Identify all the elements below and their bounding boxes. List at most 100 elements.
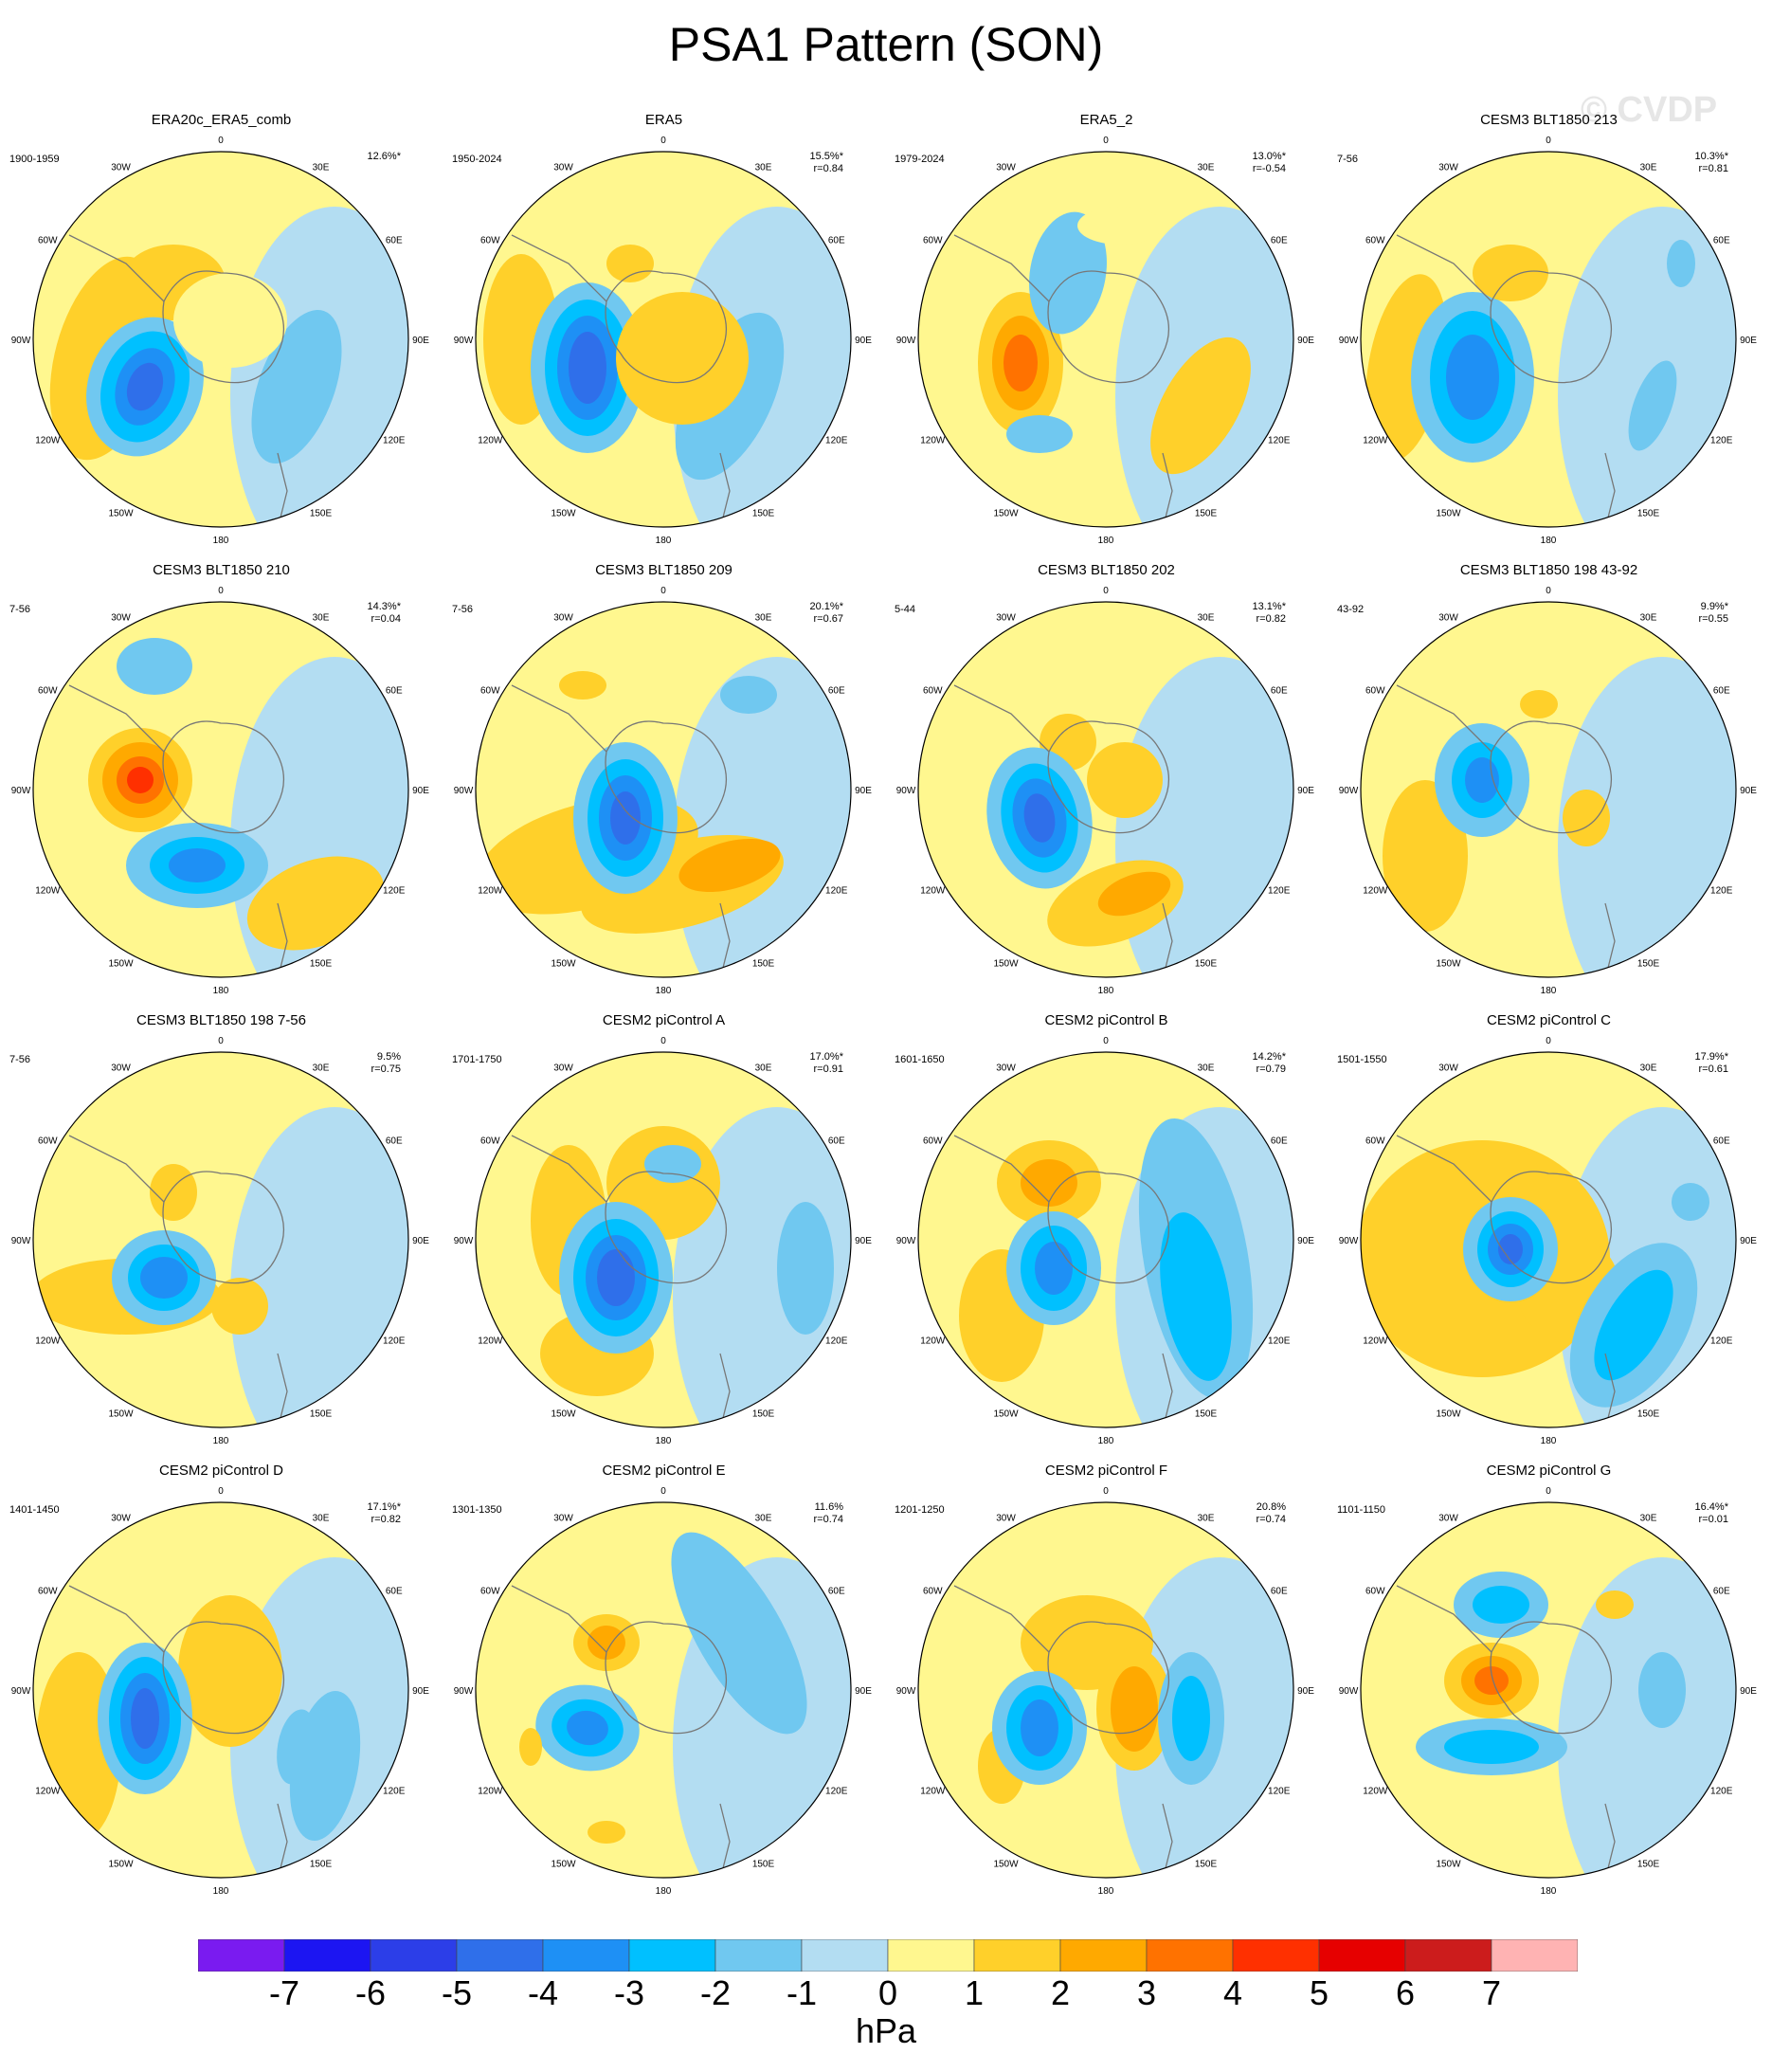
colorbar-tick-label: -3 — [613, 1973, 645, 2012]
polar-map: 0 30E 60E 90E 120E 150E 180 150W 120W 90W 60W 30W — [11, 1486, 430, 1897]
longitude-label: 180 — [1541, 1886, 1557, 1897]
longitude-label: 60E — [1271, 686, 1288, 697]
longitude-label: 120E — [383, 1787, 406, 1797]
panel-period: 1900-1959 — [9, 154, 60, 165]
anomaly-region — [1383, 780, 1468, 932]
longitude-label: 30W — [553, 162, 573, 173]
anomaly-region — [559, 671, 606, 700]
variance-explained: 12.6%* — [367, 151, 401, 162]
panel-period: 7-56 — [9, 1054, 31, 1065]
anomaly-region — [1474, 1666, 1509, 1695]
longitude-label: 150W — [1436, 959, 1461, 970]
longitude-label: 60E — [1713, 236, 1730, 246]
anomaly-region — [1444, 1730, 1539, 1764]
map-border — [32, 151, 409, 528]
longitude-label: 150E — [310, 1860, 333, 1870]
panel-variance: 17.0%* r=0.91 — [810, 1051, 843, 1076]
antarctica-coastline — [1047, 1171, 1170, 1284]
anomaly-region — [150, 1164, 197, 1221]
longitude-label: 60E — [1713, 1587, 1730, 1597]
longitude-label: 90E — [412, 336, 429, 346]
longitude-label: 60E — [1271, 236, 1288, 246]
anomaly-region — [567, 1710, 608, 1746]
pattern-correlation: r=0.74 — [1256, 1514, 1287, 1525]
colorbar-tick-label: 1 — [964, 1973, 985, 2012]
colorbar-swatch — [370, 1939, 458, 1972]
panel-period: 7-56 — [9, 604, 31, 615]
map-panel: 0 30E 60E 90E 120E 150E 180 150W 120W 90W 60W 30W CE… — [1328, 1012, 1770, 1463]
longitude-label: 0 — [218, 586, 224, 596]
panel-period: 1950-2024 — [452, 154, 502, 165]
anomaly-region — [1021, 1699, 1058, 1756]
longitude-label: 180 — [1098, 986, 1114, 996]
longitude-label: 150W — [108, 1860, 134, 1870]
longitude-label: 90W — [11, 1236, 31, 1246]
panel-title: CESM3 BLT1850 198 7-56 — [136, 1012, 306, 1028]
longitude-label: 0 — [1546, 586, 1551, 596]
longitude-label: 120W — [920, 886, 946, 897]
longitude-label: 60E — [386, 1136, 403, 1147]
longitude-label: 180 — [1098, 1436, 1114, 1446]
anomaly-region — [1150, 336, 1251, 475]
panel-title: CESM2 piControl G — [1486, 1463, 1612, 1479]
antarctica-coastline — [1490, 270, 1613, 384]
panel-period: 1979-2024 — [895, 154, 945, 165]
panel-period: 43-92 — [1337, 604, 1365, 615]
longitude-label: 30W — [1438, 1513, 1458, 1523]
longitude-label: 150E — [1637, 959, 1660, 970]
longitude-label: 60W — [923, 236, 943, 246]
pattern-correlation: r=0.04 — [371, 613, 402, 625]
variance-explained: 11.6% — [814, 1501, 843, 1513]
variance-explained: 17.9%* — [1694, 1051, 1728, 1063]
longitude-label: 150W — [551, 959, 576, 970]
longitude-label: 60E — [828, 236, 845, 246]
anomaly-region — [1498, 1234, 1523, 1264]
longitude-label: 180 — [213, 1886, 229, 1897]
longitude-label: 180 — [213, 986, 229, 996]
anomaly-region — [1596, 1590, 1634, 1619]
longitude-label: 150E — [752, 1409, 775, 1420]
map-border — [475, 151, 852, 528]
longitude-label: 90W — [11, 336, 31, 346]
longitude-label: 180 — [656, 986, 672, 996]
polar-map: 0 30E 60E 90E 120E 150E 180 150W 120W 90W 60W 30W — [1339, 1486, 1758, 1897]
longitude-label: 150E — [752, 1860, 775, 1870]
longitude-label: 150E — [1637, 509, 1660, 519]
longitude-label: 30W — [111, 1063, 131, 1073]
longitude-label: 30E — [1198, 612, 1215, 623]
panel-variance: 9.5% r=0.75 — [371, 1051, 402, 1076]
longitude-label: 60E — [1713, 1136, 1730, 1147]
longitude-label: 60W — [38, 1587, 58, 1597]
antarctica-coastline — [605, 720, 728, 834]
map-panel: 0 30E 60E 90E 120E 150E 180 150W 120W 90W 60W 30W CE… — [443, 1463, 885, 1913]
panel-title: CESM3 BLT1850 213 — [1480, 112, 1618, 128]
longitude-label: 0 — [1546, 1486, 1551, 1497]
colorbar-swatch — [542, 1939, 630, 1972]
colorbar-swatch — [1318, 1939, 1406, 1972]
panel-period: 1101-1150 — [1337, 1504, 1385, 1516]
longitude-label: 120E — [1268, 1336, 1291, 1347]
longitude-label: 180 — [1541, 1436, 1557, 1446]
anomaly-region — [1473, 1586, 1529, 1624]
anomaly-region — [1006, 415, 1073, 453]
panel-variance: 13.0%* r=-0.54 — [1253, 151, 1286, 175]
anomaly-region — [644, 1145, 701, 1183]
anomaly-region — [140, 1257, 188, 1299]
longitude-label: 60W — [480, 1587, 500, 1597]
longitude-label: 120E — [1268, 436, 1291, 446]
antarctica-coastline — [162, 720, 285, 834]
longitude-label: 30W — [996, 162, 1016, 173]
colorbar-swatch — [628, 1939, 716, 1972]
longitude-label: 30E — [1198, 162, 1215, 173]
longitude-label: 30E — [755, 162, 772, 173]
colorbar-tick-label: 4 — [1222, 1973, 1243, 2012]
longitude-label: 180 — [1098, 1886, 1114, 1897]
anomaly-region — [1077, 207, 1163, 245]
longitude-label: 60W — [480, 1136, 500, 1147]
longitude-label: 90W — [1339, 336, 1359, 346]
longitude-label: 150E — [1637, 1860, 1660, 1870]
longitude-label: 90E — [855, 1686, 872, 1697]
antarctica-coastline — [162, 270, 285, 384]
polar-map: 0 30E 60E 90E 120E 150E 180 150W 120W 90W 60W 30W — [896, 1036, 1315, 1446]
longitude-label: 0 — [660, 586, 666, 596]
